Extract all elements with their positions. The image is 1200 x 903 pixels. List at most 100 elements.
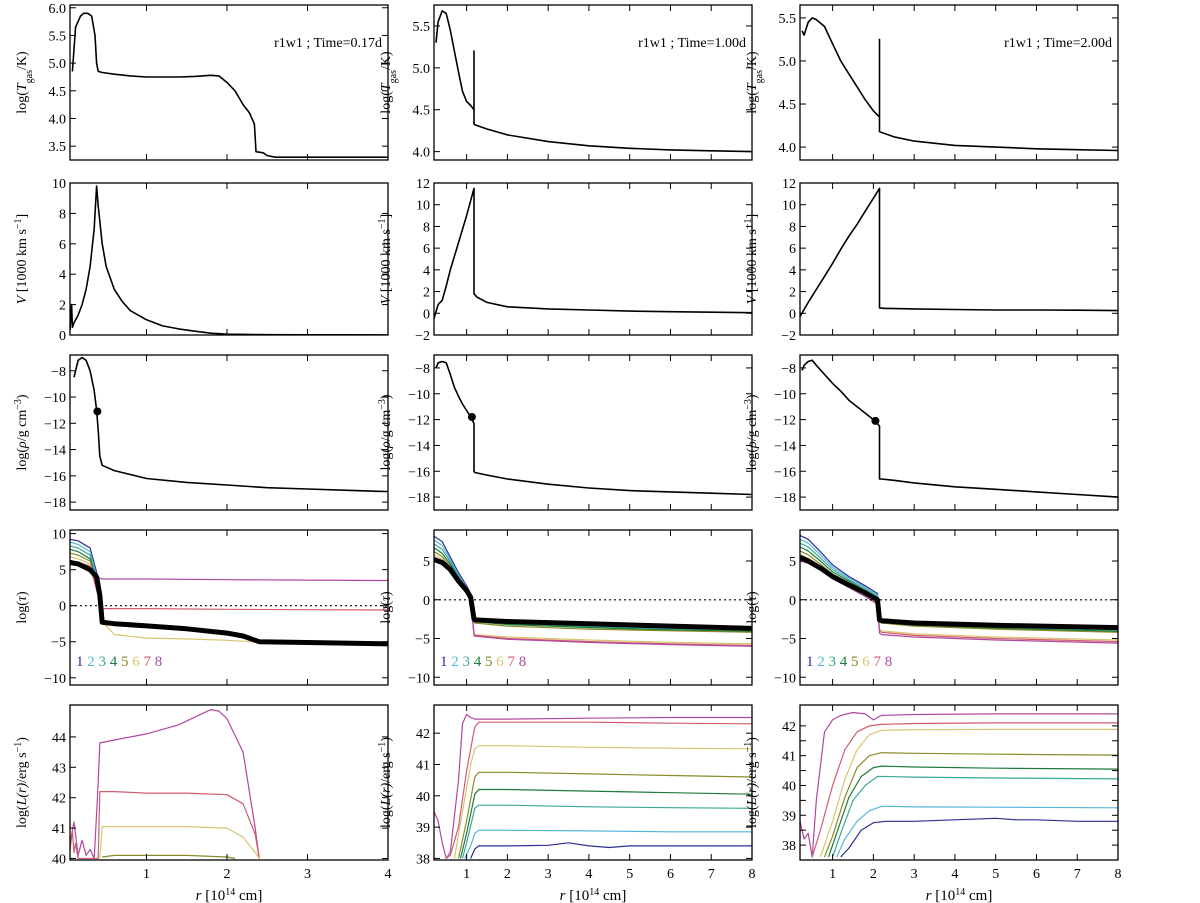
axes-frame xyxy=(799,182,1119,336)
axes-frame xyxy=(799,4,1119,161)
panel-V-col3: −2 0 2 4 6 8 10 12 V [1000 km s−1] xyxy=(743,177,1119,344)
y-tick-label: −18 xyxy=(408,491,430,506)
y-axis-label: log(ρ/g cm−3) xyxy=(377,394,395,470)
series-line-b1 xyxy=(840,817,1118,858)
y-tick-label: −14 xyxy=(408,439,430,454)
series-line-rho xyxy=(435,360,752,496)
y-axis-label: log(τ) xyxy=(379,591,394,624)
series-group xyxy=(435,360,752,496)
series-line-b6 xyxy=(70,556,260,643)
y-tick-label: 4.5 xyxy=(779,98,797,113)
axes-frame xyxy=(433,354,753,511)
x-tick-label: 4 xyxy=(385,867,392,882)
y-tick-label: −12 xyxy=(774,414,796,429)
series-group xyxy=(70,708,260,860)
y-tick-label: 40 xyxy=(416,790,430,805)
axes-frame xyxy=(433,529,753,686)
series-line-b1 xyxy=(470,842,752,859)
panel-V-col2: −2 0 2 4 6 8 10 12 V [1000 km s−1] xyxy=(377,177,753,344)
series-group xyxy=(71,12,388,158)
x-tick-label: 2 xyxy=(504,867,511,882)
y-tick-label: −5 xyxy=(415,633,430,648)
axes-frame xyxy=(433,4,753,161)
y-tick-label: 41 xyxy=(416,758,430,773)
y-tick-label: −16 xyxy=(408,465,430,480)
y-axis-label: log(Tgas/K) xyxy=(379,51,399,114)
y-tick-label: 5.0 xyxy=(49,57,67,72)
y-tick-label: −16 xyxy=(774,465,796,480)
x-tick-label: 1 xyxy=(463,867,470,882)
y-tick-label: 2 xyxy=(423,286,430,301)
y-tick-label: 4 xyxy=(59,268,66,283)
series-line-T xyxy=(71,12,388,158)
axes-frame xyxy=(69,529,389,686)
band-number-legend: 1 2 3 4 5 6 7 8 xyxy=(440,654,526,670)
series-line-b8 xyxy=(434,713,752,860)
series-line-b2 xyxy=(836,805,1118,858)
axes-frame xyxy=(799,529,1119,686)
x-axis-label: r [1014 cm] xyxy=(560,887,627,903)
y-tick-label: 2 xyxy=(789,286,796,301)
series-line-b1 xyxy=(434,535,752,630)
y-tick-label: −18 xyxy=(44,496,66,511)
y-tick-label: −10 xyxy=(774,671,796,686)
series-line-b4 xyxy=(827,765,1118,858)
panel-tau-col1: −10 −5 0 5 10 log(τ) 1 2 3 4 5 6 7 8 xyxy=(15,528,389,687)
y-tick-label: 0 xyxy=(59,600,66,615)
series-line-b6 xyxy=(819,728,1118,858)
y-tick-label: 41 xyxy=(52,822,66,837)
y-tick-label: 43 xyxy=(52,761,66,776)
series-line-b6 xyxy=(453,745,752,859)
series-group xyxy=(800,187,1118,317)
y-tick-label: 40 xyxy=(782,779,796,794)
y-tick-label: 4.0 xyxy=(779,141,797,156)
y-tick-label: −2 xyxy=(781,329,796,344)
series-line-T xyxy=(801,17,1118,152)
y-tick-label: 5.0 xyxy=(413,62,431,77)
y-tick-label: 5.0 xyxy=(779,55,797,70)
panel-annotation: r1w1 ; Time=0.17d xyxy=(274,36,382,51)
y-tick-label: 40 xyxy=(52,852,66,867)
panel-rho-col1: −18 −16 −14 −12 −10 −8 log(ρ/g cm−3) xyxy=(13,354,389,511)
panel-L-col1: 1 2 3 4 40 41 42 43 44 log(L(r)/erg s−1) r [1014 c… xyxy=(13,704,392,903)
series-line-rho xyxy=(73,356,388,493)
y-tick-label: 6.0 xyxy=(49,2,67,17)
y-tick-label: 4.0 xyxy=(413,146,431,161)
x-tick-label: 4 xyxy=(951,867,958,882)
y-tick-label: 38 xyxy=(416,852,430,867)
series-line-b2 xyxy=(70,541,388,645)
x-tick-label: 5 xyxy=(626,867,633,882)
y-tick-label: 42 xyxy=(782,720,796,735)
x-tick-label: 3 xyxy=(304,867,311,882)
y-tick-label: −14 xyxy=(44,444,66,459)
series-line-b7 xyxy=(70,559,388,611)
y-tick-label: −5 xyxy=(51,636,66,651)
panel-L-col2: 1 2 3 4 5 6 7 8 38 39 40 41 42 log(L(r)/erg s−1) r [10… xyxy=(377,704,756,903)
y-tick-label: 10 xyxy=(52,528,66,543)
y-axis-label: V [1000 km s−1] xyxy=(377,214,395,304)
y-tick-label: 10 xyxy=(52,177,66,192)
series-line-b7 xyxy=(811,722,1118,858)
panel-annotation: r1w1 ; Time=1.00d xyxy=(638,36,746,51)
series-line-b1 xyxy=(70,538,388,645)
series-line-b7 xyxy=(70,790,260,860)
y-axis-label: V [1000 km s−1] xyxy=(743,214,761,304)
series-line-b4 xyxy=(459,788,752,859)
y-tick-label: 41 xyxy=(782,750,796,765)
series-group xyxy=(434,535,752,647)
series-line-b5 xyxy=(823,752,1118,858)
series-line-b3 xyxy=(70,545,388,645)
series-line-rho xyxy=(801,359,1118,498)
y-tick-label: 8 xyxy=(59,207,66,222)
y-tick-label: 4 xyxy=(789,264,796,279)
series-line-b3 xyxy=(461,804,752,859)
x-tick-label: 8 xyxy=(1115,867,1122,882)
y-tick-label: −16 xyxy=(44,470,66,485)
y-axis-label: log(ρ/g cm−3) xyxy=(743,394,761,470)
series-line-V xyxy=(70,185,388,335)
series-line-b2 xyxy=(464,829,752,859)
x-tick-label: 5 xyxy=(992,867,999,882)
y-tick-label: −10 xyxy=(408,388,430,403)
panel-rho-col3: −18 −16 −14 −12 −10 −8 log(ρ/g cm−3) xyxy=(743,354,1119,511)
axes-frame xyxy=(799,354,1119,511)
